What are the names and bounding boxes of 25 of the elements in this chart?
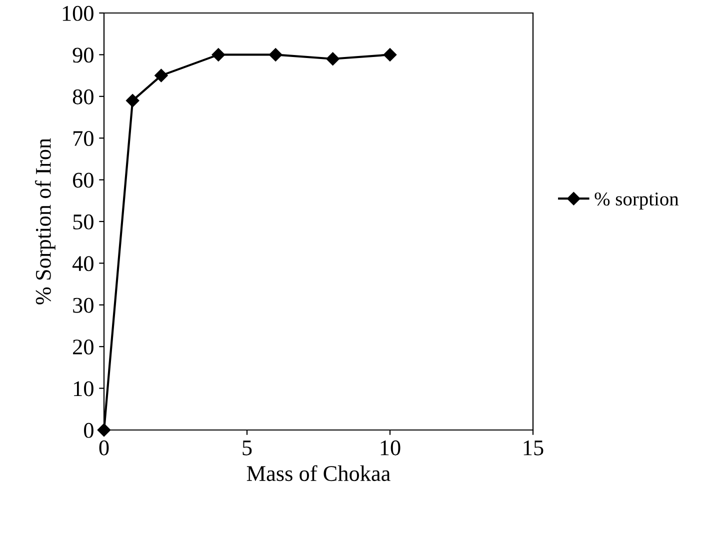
x-axis-title: Mass of Chokaa <box>246 465 390 482</box>
y-tick-label: 30 <box>73 298 94 313</box>
point <box>269 48 282 62</box>
y-tick-label: 70 <box>74 131 94 146</box>
y-tick-label: 100 <box>62 6 94 21</box>
legend-label: % sorption <box>594 192 679 210</box>
x-tick-label: 0 <box>99 440 109 456</box>
y-tick-label: 90 <box>72 48 94 63</box>
y-tick-label: 60 <box>73 172 94 188</box>
point <box>326 52 340 66</box>
y-tick-label: 80 <box>72 89 94 104</box>
y-tick-label: 10 <box>74 381 94 396</box>
point <box>154 68 168 82</box>
y-tick-label: 40 <box>72 256 94 272</box>
point <box>212 48 225 62</box>
y-tick-label: 0 <box>84 422 94 438</box>
y-tick-label: 50 <box>73 214 94 230</box>
x-tick-label: 5 <box>242 440 252 456</box>
x-tick-label: 10 <box>380 440 400 456</box>
x-tick-label: 15 <box>524 440 544 456</box>
point <box>383 48 397 62</box>
y-tick-label: 20 <box>73 340 94 355</box>
point <box>126 94 140 108</box>
y-axis-title: % Sorption of Iron <box>35 138 56 304</box>
point <box>97 423 111 437</box>
